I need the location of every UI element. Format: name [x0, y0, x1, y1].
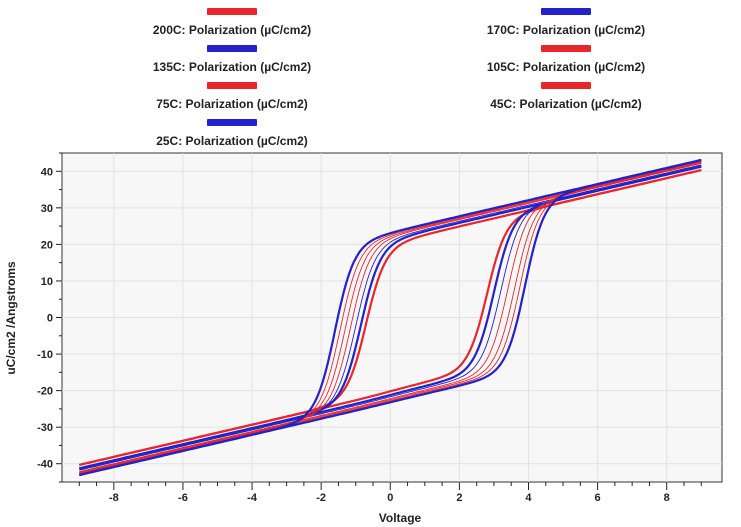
series-line-down — [79, 158, 702, 477]
y-tick-label: -10 — [37, 349, 53, 361]
x-tick-label: -4 — [247, 492, 258, 504]
x-tick-label: 6 — [595, 492, 601, 504]
legend: 200C: Polarization (µC/cm2) 170C: Polariz… — [153, 8, 645, 148]
series-line-down — [79, 169, 702, 466]
curves — [79, 158, 702, 477]
x-tick-label: -6 — [178, 492, 188, 504]
legend-label: 45C: Polarization (µC/cm2) — [490, 97, 642, 111]
legend-swatch — [207, 45, 257, 52]
y-tick-label: 20 — [41, 239, 53, 251]
legend-swatch — [541, 8, 591, 15]
grid — [62, 153, 722, 482]
legend-swatch — [207, 82, 257, 89]
x-tick-label: 4 — [525, 492, 532, 504]
y-tick-label: 30 — [41, 203, 53, 215]
x-tick-label: 8 — [664, 492, 670, 504]
legend-label: 135C: Polarization (µC/cm2) — [153, 60, 311, 74]
legend-label: 170C: Polarization (µC/cm2) — [487, 23, 645, 37]
series-line-down — [79, 164, 702, 471]
legend-label: 200C: Polarization (µC/cm2) — [153, 23, 311, 37]
x-tick-label: 2 — [456, 492, 462, 504]
legend-swatch — [207, 8, 257, 15]
series-line-down — [79, 160, 702, 475]
x-tick-label: 0 — [387, 492, 393, 504]
x-axis-title: Voltage — [379, 511, 422, 525]
y-tick-label: -40 — [37, 459, 53, 471]
legend-swatch — [541, 45, 591, 52]
legend-swatch — [207, 119, 257, 126]
y-tick-label: 10 — [41, 276, 53, 288]
y-tick-label: -30 — [37, 422, 53, 434]
y-tick-label: 0 — [47, 313, 53, 325]
y-tick-label: 40 — [41, 166, 53, 178]
x-tick-label: -8 — [109, 492, 119, 504]
series-line-down — [79, 162, 702, 473]
y-axis-title: uC/cm2 /Angstroms — [4, 261, 18, 375]
series-line-down — [79, 161, 702, 474]
y-tick-label: -20 — [37, 386, 53, 398]
x-tick-label: -2 — [316, 492, 326, 504]
legend-label: 25C: Polarization (µC/cm2) — [156, 134, 308, 148]
legend-label: 105C: Polarization (µC/cm2) — [487, 60, 645, 74]
series-line-down — [79, 165, 702, 470]
legend-swatch — [541, 82, 591, 89]
legend-label: 75C: Polarization (µC/cm2) — [156, 97, 308, 111]
